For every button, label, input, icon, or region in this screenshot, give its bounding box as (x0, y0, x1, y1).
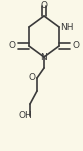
Text: O: O (29, 74, 36, 82)
Text: O: O (9, 42, 16, 50)
Text: O: O (41, 2, 47, 11)
Text: O: O (72, 42, 79, 50)
Text: N: N (41, 53, 47, 62)
Text: NH: NH (61, 22, 74, 32)
Text: OH: OH (18, 111, 32, 120)
